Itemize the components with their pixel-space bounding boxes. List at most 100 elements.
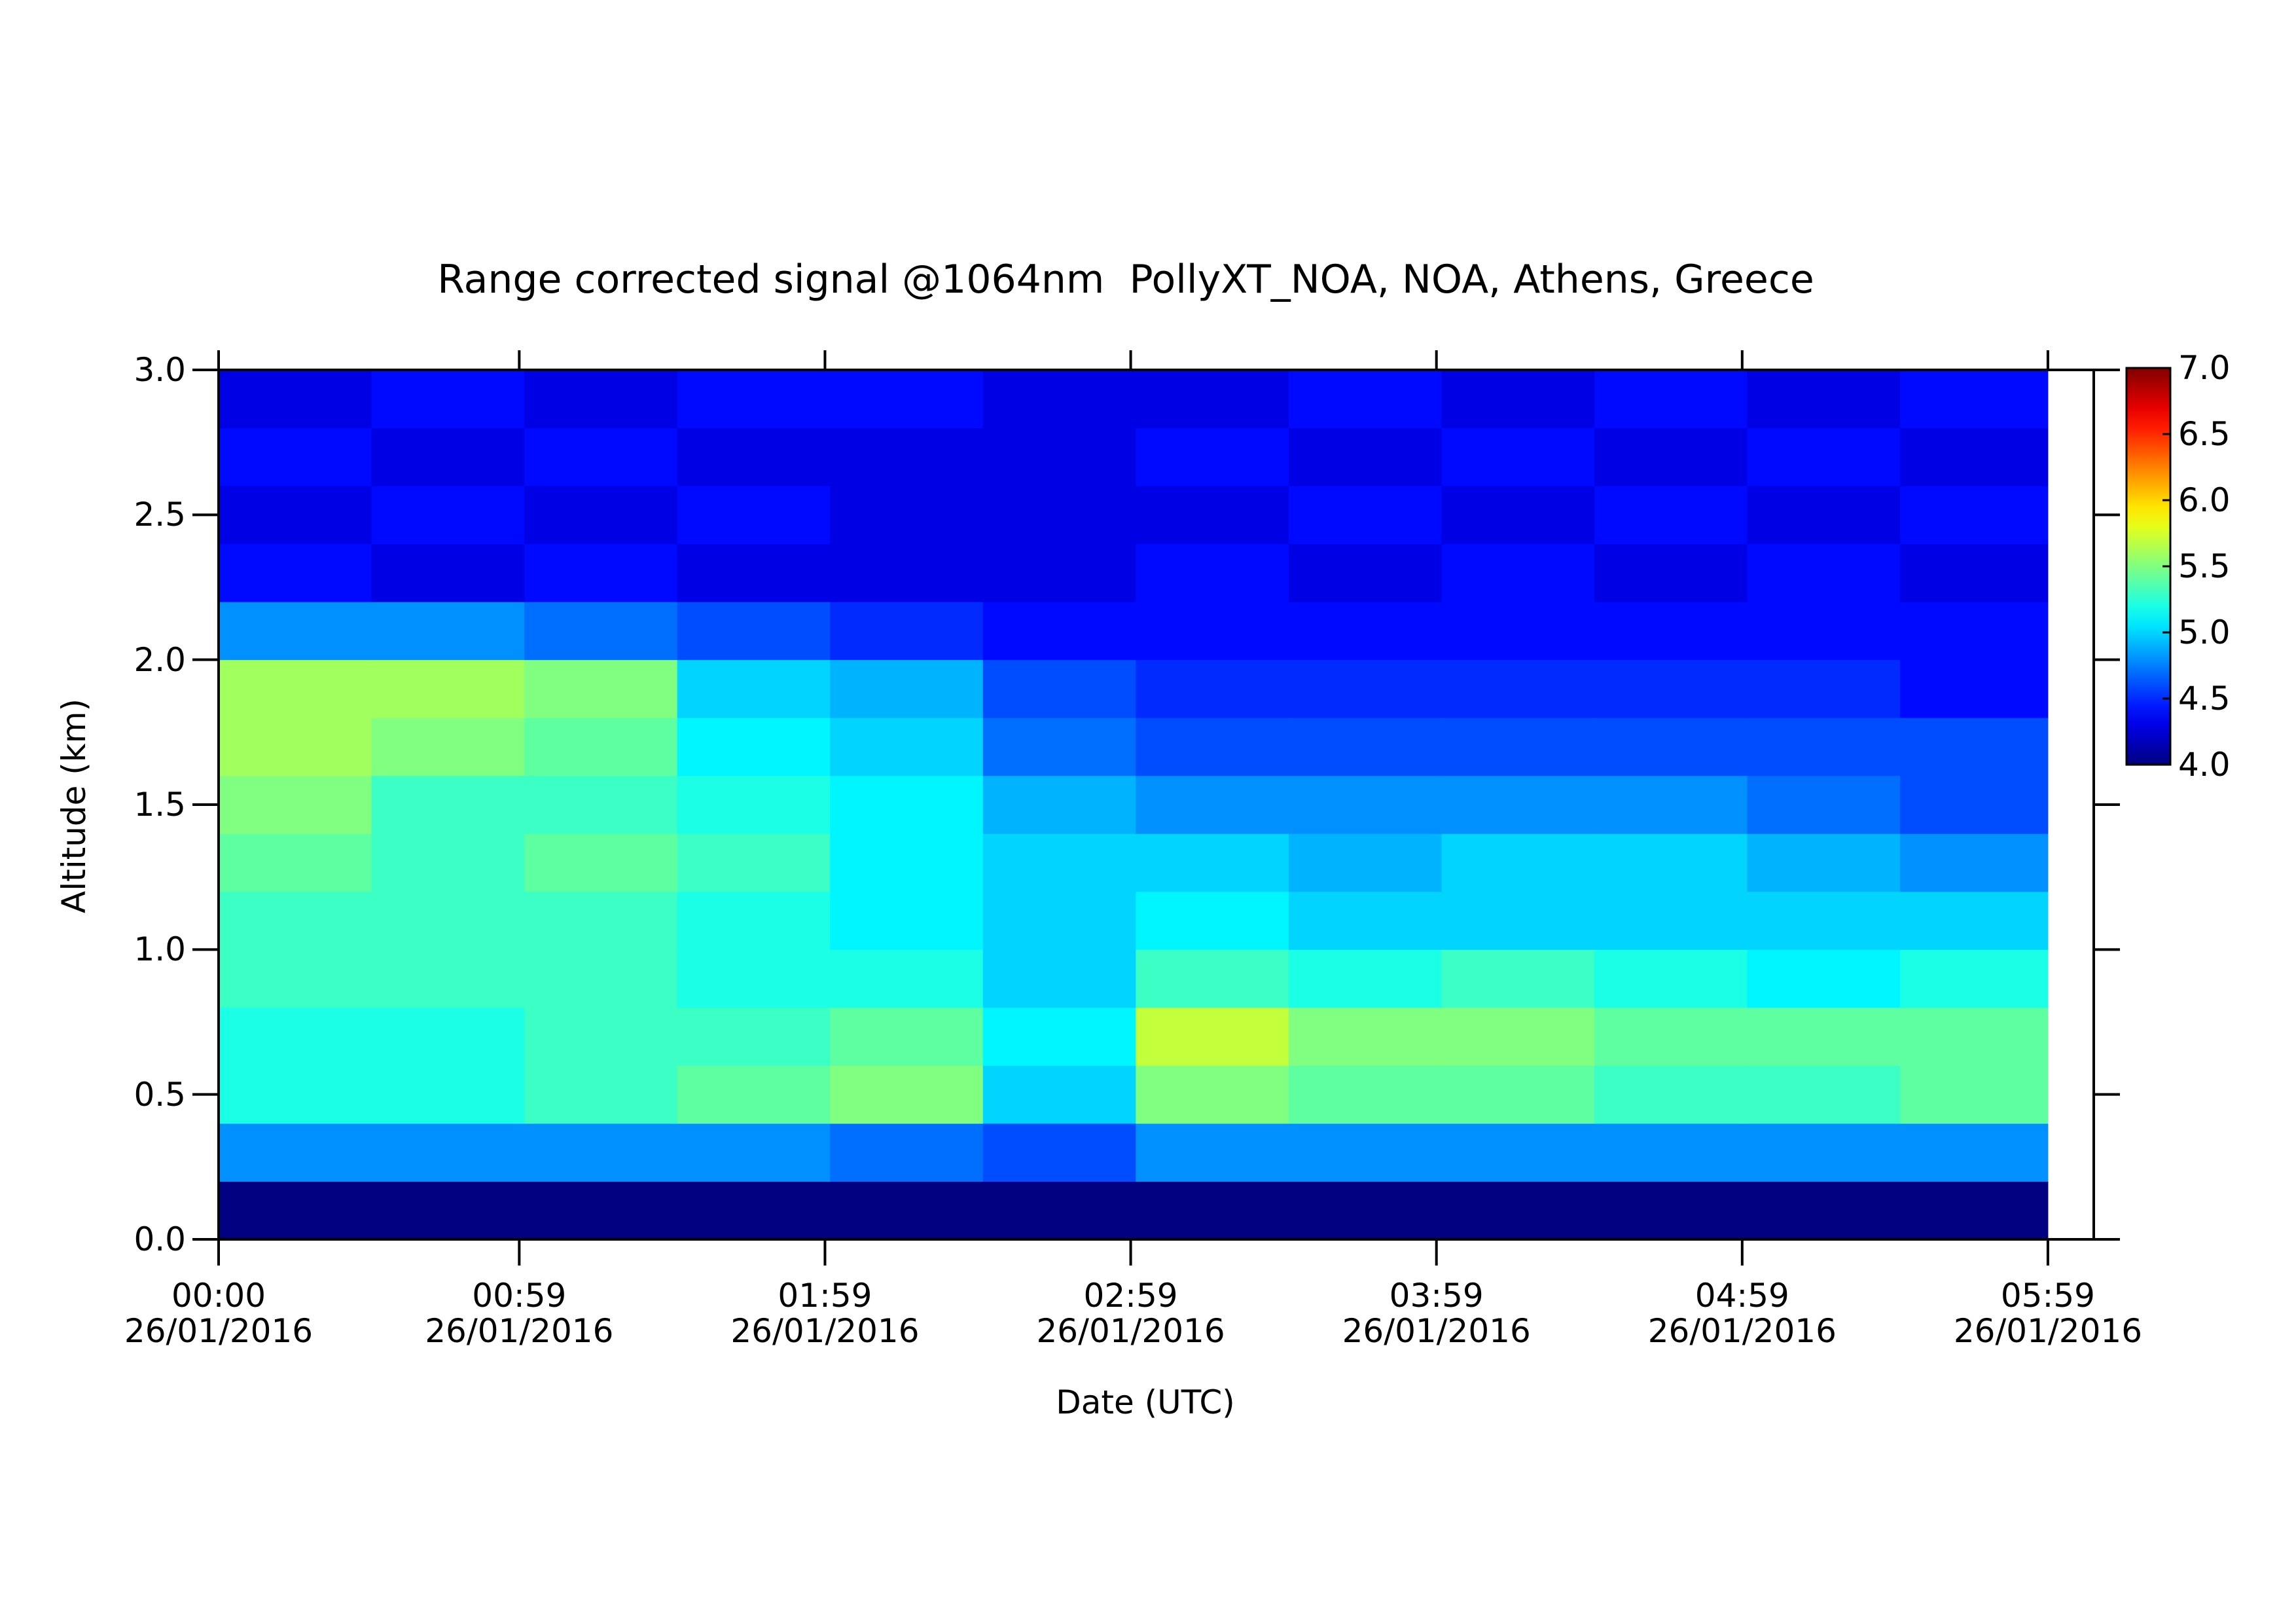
heat-cell (1288, 543, 1442, 602)
heat-cell (677, 659, 831, 718)
heat-cell (1136, 1007, 1289, 1066)
heat-cell (219, 659, 372, 718)
heat-cell (677, 370, 831, 429)
heat-cell (677, 775, 831, 834)
heat-cell (982, 775, 1136, 834)
chart-title: Range corrected signal @1064nm PollyXT_N… (437, 257, 1814, 302)
y-tick-label: 0.5 (134, 1075, 186, 1114)
heat-cell (677, 1123, 831, 1182)
heat-cell (1594, 543, 1748, 602)
x-axis-label: Date (UTC) (1056, 1383, 1235, 1421)
heat-cell (219, 949, 372, 1008)
heat-cell (982, 428, 1136, 486)
heat-cell (982, 659, 1136, 718)
colorbar-tick-label: 7.0 (2178, 349, 2231, 387)
heat-cell (982, 1181, 1136, 1240)
heat-cell (677, 949, 831, 1008)
heat-cell (982, 486, 1136, 545)
heat-cell (1288, 428, 1442, 486)
heat-cell (1441, 370, 1595, 429)
heat-cell (371, 486, 525, 545)
heat-cell (1441, 1065, 1595, 1124)
heat-cell (1747, 1065, 1901, 1124)
heat-cell (1900, 833, 2049, 892)
heat-cell (1441, 1007, 1595, 1066)
heat-cell (1900, 1065, 2049, 1124)
heat-cell (1594, 1007, 1748, 1066)
heat-cell (219, 486, 372, 545)
heat-cell (1441, 1123, 1595, 1182)
heat-cell (1747, 891, 1901, 950)
heat-cell (1900, 486, 2049, 545)
heat-cell (1747, 543, 1901, 602)
heat-cell (1747, 1181, 1901, 1240)
heat-cell (1594, 428, 1748, 486)
heat-cell (1136, 1181, 1289, 1240)
heat-cell (830, 428, 984, 486)
heat-cell (1288, 1181, 1442, 1240)
heat-cell (1441, 428, 1595, 486)
heat-cell (830, 543, 984, 602)
colorbar-tick-label: 5.5 (2178, 547, 2231, 585)
heat-cell (524, 1007, 678, 1066)
heat-cell (1136, 949, 1289, 1008)
heat-cell (1136, 775, 1289, 834)
heat-cell (219, 891, 372, 950)
y-tick-label: 0.0 (134, 1220, 186, 1258)
heat-cell (1747, 602, 1901, 661)
heat-cell (1747, 428, 1901, 486)
heat-cell (1747, 1123, 1901, 1182)
heat-cell (1136, 428, 1289, 486)
heat-cell (830, 602, 984, 661)
heat-cell (1747, 370, 1901, 429)
heat-cell (982, 718, 1136, 776)
heat-cell (677, 428, 831, 486)
y-tick-label: 3.0 (134, 351, 186, 389)
heat-cell (830, 1007, 984, 1066)
heat-cell (371, 1007, 525, 1066)
x-tick-label: 05:59 26/01/2016 (1953, 1277, 2143, 1350)
heat-cell (219, 1007, 372, 1066)
heat-cell (982, 543, 1136, 602)
colorbar-tick-label: 6.5 (2178, 415, 2231, 453)
heat-cell (524, 891, 678, 950)
heat-cell (1747, 659, 1901, 718)
heat-cell (371, 543, 525, 602)
heat-cell (1288, 486, 1442, 545)
heat-cell (1136, 370, 1289, 429)
heat-cell (1288, 602, 1442, 661)
heat-cell (1900, 891, 2049, 950)
heat-cell (371, 775, 525, 834)
heat-cell (1441, 891, 1595, 950)
heat-cell (524, 602, 678, 661)
heat-cell (524, 486, 678, 545)
x-tick-label: 03:59 26/01/2016 (1342, 1277, 1531, 1350)
heat-cell (1136, 1123, 1289, 1182)
heat-cell (1441, 949, 1595, 1008)
heat-cell (1288, 949, 1442, 1008)
colorbar-tick-label: 5.0 (2178, 613, 2231, 651)
heat-cell (371, 659, 525, 718)
heat-cell (830, 718, 984, 776)
heat-cell (830, 833, 984, 892)
heat-cell (524, 543, 678, 602)
heat-cell (1900, 370, 2049, 429)
heat-cell (982, 370, 1136, 429)
heat-cell (830, 1123, 984, 1182)
heat-cell (1594, 1181, 1748, 1240)
heat-cell (830, 949, 984, 1008)
heat-cell (371, 602, 525, 661)
heat-cell (219, 1181, 372, 1240)
colorbar-tick-label: 4.0 (2178, 746, 2231, 784)
heat-cell (371, 718, 525, 776)
heat-cell (1594, 370, 1748, 429)
heat-cell (1747, 1007, 1901, 1066)
heat-cell (677, 486, 831, 545)
heat-cell (1288, 1065, 1442, 1124)
heat-cell (1900, 428, 2049, 486)
heat-cell (830, 891, 984, 950)
heat-cell (1594, 1065, 1748, 1124)
heat-cell (524, 1065, 678, 1124)
